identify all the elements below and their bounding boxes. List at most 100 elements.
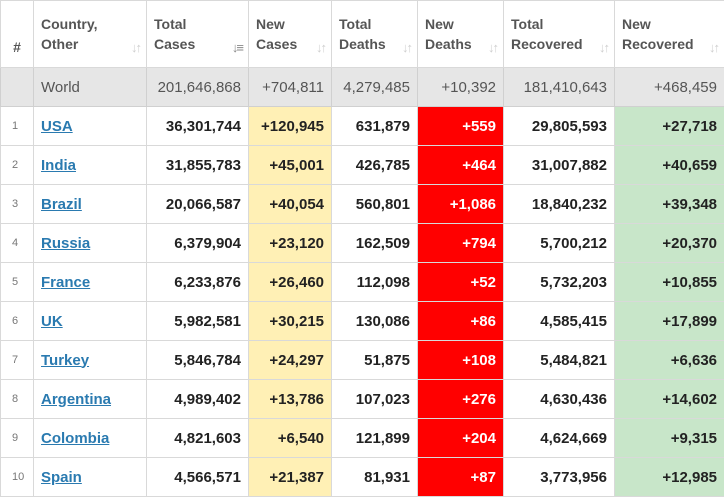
world-row: World 201,646,868 +704,811 4,279,485 +10… — [1, 68, 724, 107]
total-deaths-cell: 426,785 — [332, 146, 418, 185]
total-deaths-cell: 162,509 — [332, 224, 418, 263]
sort-arrows-icon[interactable]: ↓↑ — [709, 38, 718, 58]
header-new-deaths-line1: New — [425, 14, 481, 34]
row-num: 3 — [1, 185, 34, 224]
total-cases-cell: 5,846,784 — [147, 341, 249, 380]
new-deaths-cell: +464 — [418, 146, 504, 185]
new-deaths-cell: +87 — [418, 458, 504, 497]
country-link[interactable]: India — [41, 157, 76, 174]
new-recovered-cell: +20,370 — [615, 224, 724, 263]
new-deaths-cell: +204 — [418, 419, 504, 458]
country-link[interactable]: France — [41, 274, 90, 291]
header-new-deaths-line2: Deaths — [425, 34, 481, 54]
country-link[interactable]: USA — [41, 118, 73, 135]
row-num: 10 — [1, 458, 34, 497]
header-country-line1: Country, — [41, 14, 124, 34]
country-link[interactable]: Turkey — [41, 352, 89, 369]
country-link[interactable]: Russia — [41, 235, 90, 252]
new-recovered-cell: +468,459 — [615, 68, 724, 107]
new-recovered-cell: +6,636 — [615, 341, 724, 380]
sort-arrows-icon[interactable]: ↓↑ — [599, 38, 608, 58]
header-country-line2: Other — [41, 34, 124, 54]
country-cell: France — [34, 263, 147, 302]
new-recovered-cell: +39,348 — [615, 185, 724, 224]
header-row: # Country, Other ↓↑ Total Cases ↓≡ New C… — [1, 1, 724, 68]
header-num-label: # — [13, 39, 21, 55]
country-cell: Russia — [34, 224, 147, 263]
total-deaths-cell: 121,899 — [332, 419, 418, 458]
new-cases-cell: +13,786 — [249, 380, 332, 419]
new-cases-cell: +120,945 — [249, 107, 332, 146]
header-total-deaths-line2: Deaths — [339, 34, 395, 54]
total-recovered-cell: 4,624,669 — [504, 419, 615, 458]
country-cell: Spain — [34, 458, 147, 497]
country-cell: USA — [34, 107, 147, 146]
total-recovered-cell: 5,700,212 — [504, 224, 615, 263]
row-num: 2 — [1, 146, 34, 185]
country-link[interactable]: UK — [41, 313, 63, 330]
country-cell: Argentina — [34, 380, 147, 419]
row-num: 7 — [1, 341, 34, 380]
sort-arrows-icon[interactable]: ↓↑ — [316, 38, 325, 58]
country-link[interactable]: Brazil — [41, 196, 82, 213]
total-cases-cell: 4,821,603 — [147, 419, 249, 458]
total-cases-cell: 6,379,904 — [147, 224, 249, 263]
row-num: 1 — [1, 107, 34, 146]
total-recovered-cell: 4,630,436 — [504, 380, 615, 419]
header-new-recovered-line2: Recovered — [622, 34, 702, 54]
total-recovered-cell: 4,585,415 — [504, 302, 615, 341]
country-link[interactable]: Argentina — [41, 391, 111, 408]
new-deaths-cell: +559 — [418, 107, 504, 146]
new-cases-cell: +23,120 — [249, 224, 332, 263]
header-total-recovered-line2: Recovered — [511, 34, 592, 54]
new-cases-cell: +704,811 — [249, 68, 332, 107]
new-cases-cell: +45,001 — [249, 146, 332, 185]
new-cases-cell: +6,540 — [249, 419, 332, 458]
total-deaths-cell: 112,098 — [332, 263, 418, 302]
header-total-cases-line1: Total — [154, 14, 226, 34]
header-new-recovered[interactable]: New Recovered ↓↑ — [615, 1, 724, 68]
total-recovered-cell: 31,007,882 — [504, 146, 615, 185]
total-recovered-cell: 181,410,643 — [504, 68, 615, 107]
total-recovered-cell: 5,732,203 — [504, 263, 615, 302]
total-deaths-cell: 81,931 — [332, 458, 418, 497]
row-num — [1, 68, 34, 107]
new-cases-cell: +21,387 — [249, 458, 332, 497]
new-cases-cell: +26,460 — [249, 263, 332, 302]
header-new-cases-line2: Cases — [256, 34, 309, 54]
new-recovered-cell: +12,985 — [615, 458, 724, 497]
sort-arrows-icon[interactable]: ↓↑ — [488, 38, 497, 58]
sort-arrows-icon[interactable]: ↓↑ — [131, 38, 140, 58]
header-total-cases[interactable]: Total Cases ↓≡ — [147, 1, 249, 68]
sort-descending-icon[interactable]: ↓≡ — [232, 38, 242, 58]
row-num: 5 — [1, 263, 34, 302]
header-total-deaths[interactable]: Total Deaths ↓↑ — [332, 1, 418, 68]
total-cases-cell: 20,066,587 — [147, 185, 249, 224]
country-link[interactable]: Colombia — [41, 430, 109, 447]
total-recovered-cell: 18,840,232 — [504, 185, 615, 224]
header-total-deaths-line1: Total — [339, 14, 395, 34]
sort-arrows-icon[interactable]: ↓↑ — [402, 38, 411, 58]
header-country[interactable]: Country, Other ↓↑ — [34, 1, 147, 68]
new-cases-cell: +30,215 — [249, 302, 332, 341]
total-recovered-cell: 3,773,956 — [504, 458, 615, 497]
header-num[interactable]: # — [1, 1, 34, 68]
header-new-cases[interactable]: New Cases ↓↑ — [249, 1, 332, 68]
header-total-recovered[interactable]: Total Recovered ↓↑ — [504, 1, 615, 68]
total-cases-cell: 5,982,581 — [147, 302, 249, 341]
new-recovered-cell: +14,602 — [615, 380, 724, 419]
country-cell: Colombia — [34, 419, 147, 458]
country-link[interactable]: Spain — [41, 469, 82, 486]
total-deaths-cell: 130,086 — [332, 302, 418, 341]
header-new-recovered-line1: New — [622, 14, 702, 34]
new-deaths-cell: +108 — [418, 341, 504, 380]
header-new-deaths[interactable]: New Deaths ↓↑ — [418, 1, 504, 68]
